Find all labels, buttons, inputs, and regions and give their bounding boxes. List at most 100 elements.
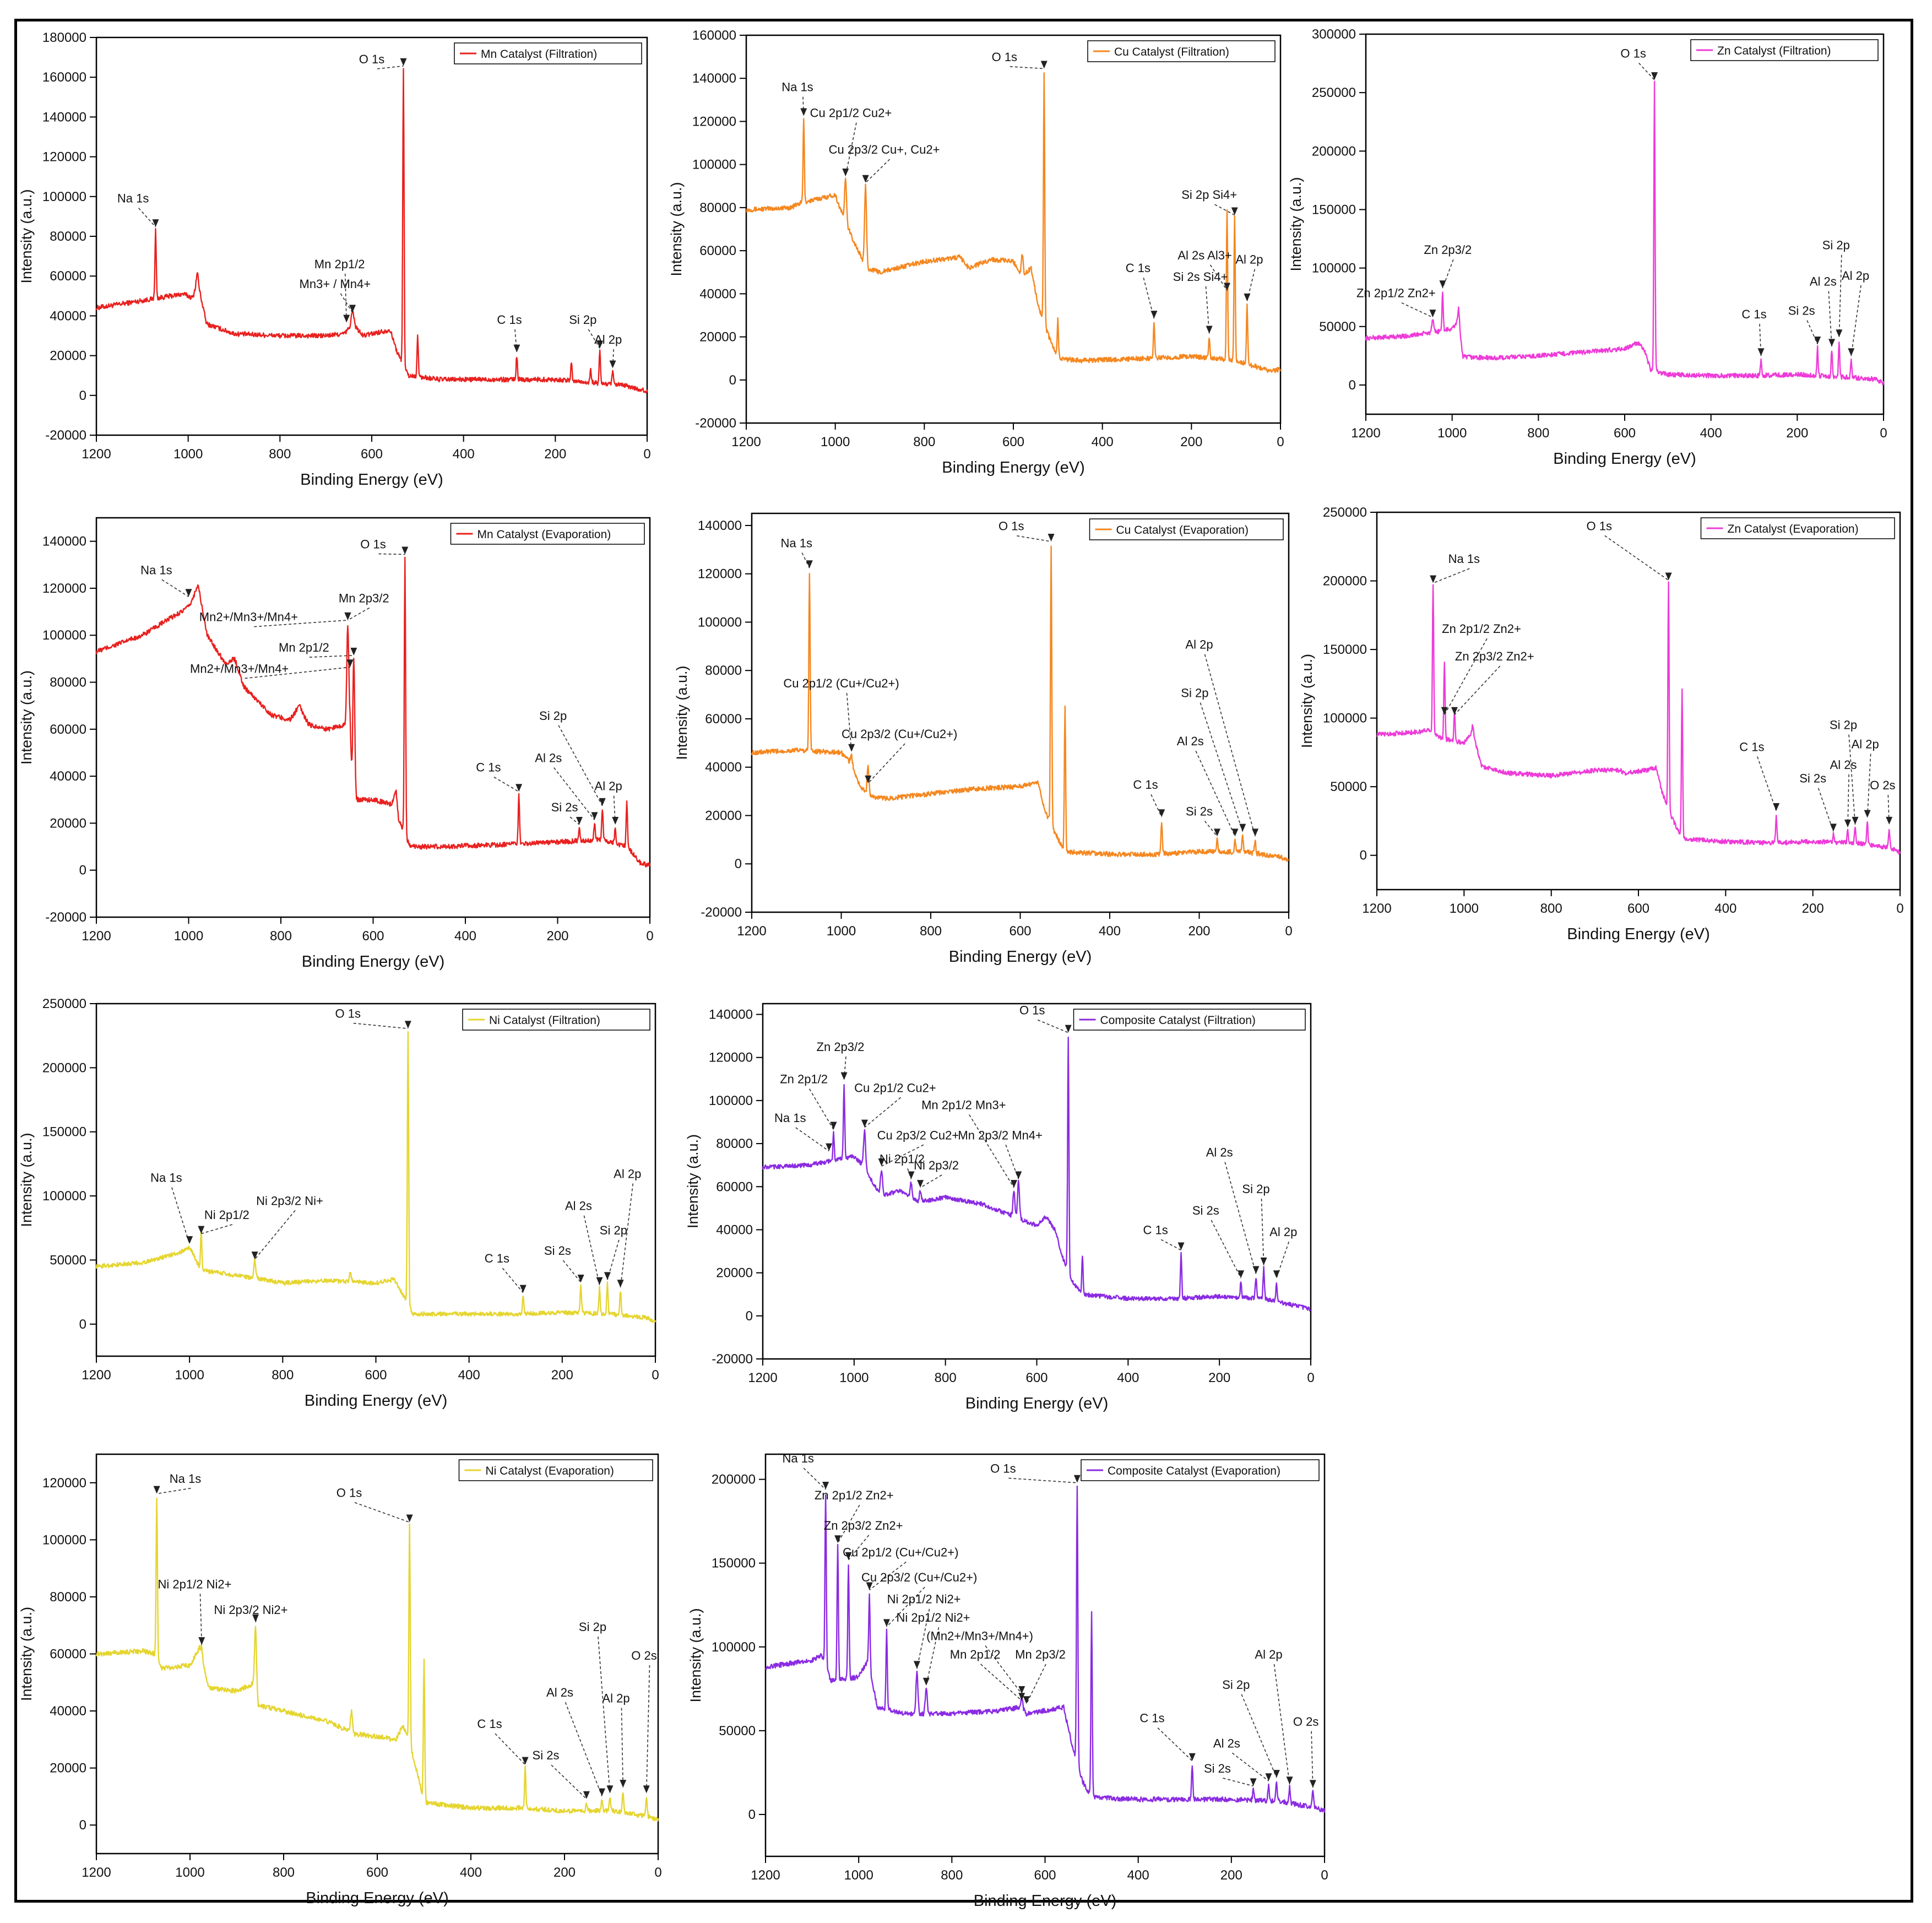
peak-annotation: O 1s xyxy=(992,50,1048,69)
peak-annotation: Si 2p xyxy=(569,313,604,349)
spectrum-line xyxy=(95,1031,656,1323)
annotation-arrow xyxy=(1273,1664,1290,1785)
peak-annotation: Ni 2p3/2 xyxy=(914,1158,959,1188)
x-tick-label: 800 xyxy=(913,435,935,449)
annotation-arrow xyxy=(1454,665,1501,716)
x-tick-label: 200 xyxy=(1188,924,1210,939)
x-tick-label: 1200 xyxy=(737,924,766,939)
annotation-label: O 2s xyxy=(631,1649,656,1662)
x-tick-label: 400 xyxy=(460,1865,482,1880)
peak-annotation: Zn 2p3/2 Zn2+ xyxy=(1451,649,1534,716)
chart-zn-filtration: 1200 1000 800 600 400 200 0 0 50000 100000 150000 2… xyxy=(1288,27,1887,468)
peak-annotation: C 1s xyxy=(485,1252,527,1293)
peak-annotation: C 1s xyxy=(477,1717,529,1765)
x-tick-label: 400 xyxy=(1092,435,1114,449)
peak-annotation: Mn 2p1/2 xyxy=(950,1648,1025,1701)
annotation-label: Mn 2p1/2 xyxy=(314,257,365,271)
legend: Cu Catalyst (Evaporation) xyxy=(1089,518,1284,540)
annotation-label: Na 1s xyxy=(117,192,149,205)
annotation-arrow xyxy=(808,1088,834,1130)
chart-composite-filtration: 1200 1000 800 600 400 200 0 -20000 0 20000 40000 60… xyxy=(685,1003,1315,1412)
annotation-label: Na 1s xyxy=(774,1111,806,1125)
y-tick-label: 100000 xyxy=(698,615,742,630)
annotation-arrow xyxy=(980,1664,1022,1701)
annotation-arrow xyxy=(886,1586,925,1627)
peak-annotation: Al 2p xyxy=(614,1167,641,1288)
x-tick-label: 400 xyxy=(1117,1371,1139,1385)
peak-annotation: Cu 2p1/2 (Cu+/Cu2+) xyxy=(843,1546,958,1591)
legend-label: Cu Catalyst (Evaporation) xyxy=(1116,524,1249,537)
y-tick-label: 0 xyxy=(1360,848,1367,863)
annotation-label: Ni 2p3/2 Ni+ xyxy=(256,1194,323,1207)
peak-annotation: Al 2s xyxy=(565,1199,603,1285)
peak-annotation: Al 2s xyxy=(535,751,598,820)
peak-annotation: Na 1s xyxy=(782,80,813,116)
y-tick-label: 140000 xyxy=(709,1007,753,1022)
peak-annotation: Zn 2p3/2 xyxy=(1424,243,1472,289)
annotation-label: Zn 2p3/2 xyxy=(817,1040,865,1054)
x-tick-label: 200 xyxy=(553,1865,576,1880)
y-tick-label: 60000 xyxy=(705,712,742,727)
annotation-label: Ni 2p1/2 Ni2+ xyxy=(887,1592,961,1606)
peak-annotation: Al 2s xyxy=(1177,734,1239,837)
legend-label: Ni Catalyst (Evaporation) xyxy=(486,1465,614,1477)
x-tick-label: 800 xyxy=(269,447,291,462)
x-tick-label: 1000 xyxy=(827,924,856,939)
annotation-label: O 1s xyxy=(992,50,1017,64)
annotation-label: Mn2+/Mn3+/Mn4+ xyxy=(190,662,289,675)
x-tick-label: 400 xyxy=(1127,1868,1149,1883)
y-axis-label: Intensity (a.u.) xyxy=(1299,654,1315,748)
y-tick-label: 40000 xyxy=(705,760,742,775)
annotation-label: Zn 2p1/2 Zn2+ xyxy=(1356,286,1436,300)
annotation-label: Mn 2p1/2 Mn3+ xyxy=(921,1098,1006,1112)
peak-annotation: Mn 2p3/2 xyxy=(1015,1648,1066,1704)
x-tick-label: 0 xyxy=(1880,426,1887,441)
y-tick-label: 150000 xyxy=(1323,642,1367,657)
peak-annotation: O 2s xyxy=(1870,778,1896,825)
y-tick-label: -20000 xyxy=(701,905,742,920)
peak-annotation: Al 2p xyxy=(594,333,622,369)
annotation-arrow xyxy=(565,1702,603,1796)
spectrum-line xyxy=(95,68,648,394)
annotation-label: Cu 2p3/2 (Cu+/Cu2+) xyxy=(842,727,957,741)
peak-annotation: Al 2p xyxy=(1255,1648,1293,1785)
chart-cu-filtration: 1200 1000 800 600 400 200 0 -20000 0 20000 40000 60… xyxy=(668,28,1284,476)
annotation-arrow xyxy=(795,1127,829,1152)
spectrum-line xyxy=(95,1497,659,1822)
annotation-label: Na 1s xyxy=(781,536,812,550)
peak-annotation: O 1s xyxy=(360,537,409,555)
peak-annotation: C 1s xyxy=(1139,1711,1196,1762)
y-tick-label: 160000 xyxy=(692,28,736,43)
annotation-arrow xyxy=(1604,535,1669,581)
x-tick-label: 0 xyxy=(1307,1371,1314,1385)
y-tick-label: 0 xyxy=(1349,378,1356,393)
annotation-label: Si 2s xyxy=(551,800,578,814)
annotation-arrow xyxy=(865,159,891,183)
y-axis-label: Intensity (a.u.) xyxy=(18,189,35,283)
peak-annotation: Na 1s xyxy=(774,1111,833,1152)
peak-annotation: Al 2p xyxy=(1852,737,1879,818)
x-tick-label: 0 xyxy=(652,1368,659,1383)
peak-annotation: C 1s xyxy=(1133,778,1165,817)
y-tick-label: 300000 xyxy=(1312,27,1356,42)
peak-annotation: Al 2s xyxy=(1213,1736,1272,1781)
annotation-label: Al 2p xyxy=(1852,737,1879,751)
annotation-label: Si 2p xyxy=(539,709,567,723)
x-tick-label: 1000 xyxy=(175,1368,204,1383)
x-tick-label: 200 xyxy=(551,1368,573,1383)
x-tick-label: 1000 xyxy=(1450,901,1479,916)
annotation-label: O 1s xyxy=(359,52,384,66)
annotation-arrow xyxy=(1211,1220,1241,1279)
peak-annotation: O 1s xyxy=(990,1461,1081,1483)
y-tick-label: 100000 xyxy=(709,1093,753,1108)
peak-annotation: Zn 2p1/2 xyxy=(780,1072,837,1130)
y-tick-label: 200000 xyxy=(1323,574,1367,589)
y-tick-label: 20000 xyxy=(705,808,742,823)
annotation-arrow xyxy=(569,816,580,825)
y-tick-label: 160000 xyxy=(42,70,86,85)
annotation-arrow xyxy=(1017,535,1051,542)
annotation-label: Cu 2p3/2 Cu2+ xyxy=(877,1128,959,1142)
peak-annotation: Cu 2p1/2 Cu2+ xyxy=(810,106,892,177)
annotation-arrow xyxy=(348,607,370,621)
y-tick-label: 250000 xyxy=(1323,505,1367,520)
